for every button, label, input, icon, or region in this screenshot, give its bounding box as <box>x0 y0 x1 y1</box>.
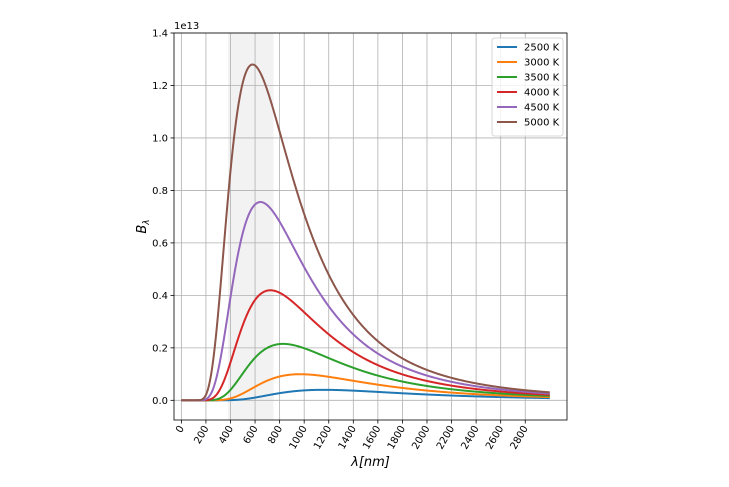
x-tick-label: 1600 <box>361 424 383 452</box>
series-line-4500k <box>181 201 550 402</box>
y-tick-label: 0.6 <box>152 238 168 249</box>
series-line-5000k <box>181 63 550 402</box>
y-offset-text: 1e13 <box>174 21 199 32</box>
series-line-3500k <box>181 342 550 402</box>
plot-frame <box>173 32 568 421</box>
x-tick-label: 2400 <box>459 424 481 452</box>
x-tick-label: 2200 <box>435 424 457 452</box>
x-tick-label: 1000 <box>288 424 310 452</box>
series-line-3000k <box>181 373 550 402</box>
x-tick-label: 0 <box>174 424 187 435</box>
legend-label-4000k: 4000 K <box>524 88 560 99</box>
x-tick-label: 2000 <box>410 424 432 452</box>
legend-label-4500k: 4500 K <box>524 103 560 114</box>
x-tick-label: 200 <box>192 424 211 446</box>
y-tick-label: 0.4 <box>152 291 168 302</box>
legend-label-2500k: 2500 K <box>524 43 560 54</box>
legend-label-5000k: 5000 K <box>524 118 560 129</box>
legend-label-3000k: 3000 K <box>524 58 560 69</box>
x-tick-label: 1200 <box>312 424 334 452</box>
y-tick-label: 1.4 <box>152 29 168 40</box>
x-tick-label: 800 <box>266 424 285 446</box>
series-line-4000k <box>181 289 550 402</box>
x-tick-label: 1400 <box>337 424 359 452</box>
series-line-2500k <box>181 388 550 402</box>
x-tick-label: 400 <box>217 424 236 446</box>
y-tick-label: 1.2 <box>152 81 168 92</box>
y-tick-label: 1.0 <box>152 133 168 144</box>
x-tick-label: 1800 <box>386 424 408 452</box>
legend-label-3500k: 3500 K <box>524 73 560 84</box>
x-tick-label: 2600 <box>484 424 506 452</box>
y-tick-label: 0.0 <box>152 396 168 407</box>
visible-spectrum-band <box>228 33 274 420</box>
y-tick-label: 0.8 <box>152 186 168 197</box>
x-tick-label: 2800 <box>509 424 531 452</box>
y-axis-label: Bλ <box>135 219 152 233</box>
y-tick-label: 0.2 <box>152 343 168 354</box>
x-axis-label: λ[nm] <box>350 455 390 470</box>
x-tick-label: 600 <box>242 424 261 446</box>
